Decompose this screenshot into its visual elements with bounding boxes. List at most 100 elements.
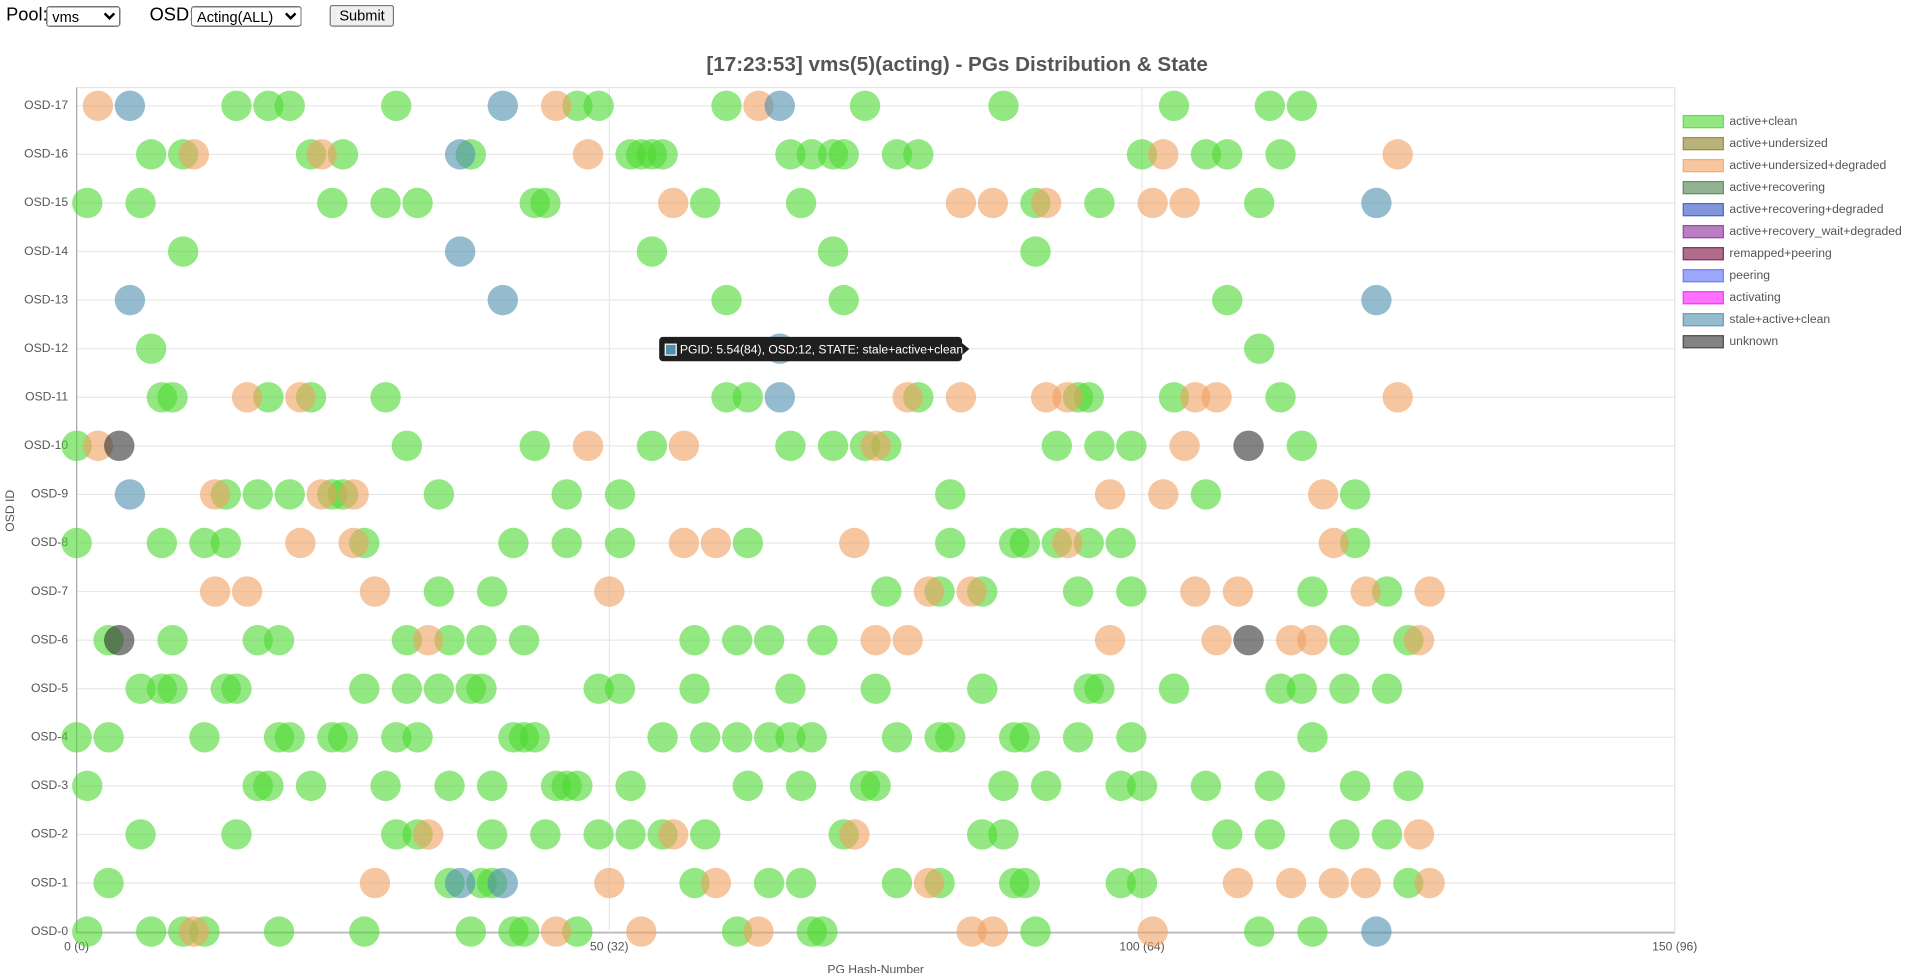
pg-point xyxy=(157,673,188,704)
pg-point xyxy=(817,430,849,462)
pg-point xyxy=(1222,867,1254,899)
pg-point xyxy=(775,139,806,170)
pg-point xyxy=(61,430,92,462)
pg-point xyxy=(977,187,1009,219)
pool-select[interactable]: vms xyxy=(46,6,121,27)
pg-point xyxy=(231,382,263,413)
pg-point xyxy=(1414,576,1445,607)
pg-point xyxy=(210,527,241,559)
pg-point xyxy=(1158,90,1190,122)
pg-point xyxy=(306,139,337,170)
legend-swatch xyxy=(1682,247,1724,261)
pg-point xyxy=(1329,624,1360,656)
x-tick-label: 150 (96) xyxy=(1652,940,1697,954)
osd-select[interactable]: Acting(ALL) xyxy=(190,6,302,27)
pg-point xyxy=(540,916,572,947)
pg-point xyxy=(1158,673,1190,704)
pg-point xyxy=(487,284,518,316)
pg-point xyxy=(1318,527,1349,559)
pg-point xyxy=(1180,576,1211,607)
pg-point xyxy=(668,527,700,559)
pg-point xyxy=(274,90,305,122)
pg-point xyxy=(743,916,774,947)
pg-point xyxy=(242,479,273,510)
pg-point xyxy=(476,819,508,850)
pg-point xyxy=(1158,382,1190,413)
pg-point xyxy=(1052,382,1083,413)
y-tick-label: OSD-17 xyxy=(24,98,68,112)
pg-point xyxy=(530,187,561,219)
pg-point xyxy=(540,90,572,122)
y-tick-label: OSD-6 xyxy=(31,632,68,646)
pg-point xyxy=(785,770,817,802)
pg-point xyxy=(93,722,124,753)
pg-point xyxy=(1212,819,1243,850)
pg-point xyxy=(679,867,710,899)
legend-label: peering xyxy=(1729,268,1770,282)
legend-swatch xyxy=(1682,335,1724,349)
pg-point xyxy=(594,576,625,607)
pg-point xyxy=(743,90,774,122)
pg-point xyxy=(381,90,412,122)
pg-point xyxy=(1286,673,1318,704)
legend-label: stale+active+clean xyxy=(1729,312,1830,326)
pg-point xyxy=(338,527,369,559)
legend-swatch xyxy=(1682,224,1724,239)
pg-point xyxy=(775,430,806,462)
pg-point xyxy=(871,576,902,607)
x-axis-label: PG Hash-Number xyxy=(827,963,924,973)
pg-point xyxy=(466,673,497,704)
submit-button[interactable]: Submit xyxy=(329,4,395,27)
pg-point xyxy=(711,90,742,122)
pg-point xyxy=(604,673,636,704)
plot-area xyxy=(76,86,1676,934)
pg-point xyxy=(1244,916,1275,947)
pg-point xyxy=(359,576,391,607)
pg-point xyxy=(913,867,945,899)
pg-point xyxy=(317,187,348,219)
pg-point xyxy=(1297,722,1328,753)
pg-point xyxy=(1201,624,1232,656)
pg-point xyxy=(1350,867,1381,899)
pg-point xyxy=(721,916,753,947)
pg-point xyxy=(359,867,391,899)
y-tick-label: OSD-12 xyxy=(24,341,68,355)
pg-point xyxy=(1307,479,1339,510)
legend-swatch xyxy=(1682,158,1724,173)
pg-point xyxy=(1361,284,1392,316)
pg-point xyxy=(1265,673,1296,704)
pg-point xyxy=(114,284,146,316)
pg-point xyxy=(1052,527,1083,559)
pg-point xyxy=(125,673,156,704)
pg-point xyxy=(444,867,476,899)
pg-point xyxy=(412,819,444,850)
pg-point xyxy=(466,624,497,656)
pg-point xyxy=(860,673,891,704)
pg-point xyxy=(668,430,700,462)
pg-point xyxy=(775,722,806,753)
pg-point xyxy=(391,624,423,656)
pg-point xyxy=(349,916,380,947)
pg-point xyxy=(423,576,455,607)
y-tick-label: OSD-5 xyxy=(31,681,68,695)
tooltip-swatch xyxy=(664,343,677,356)
pg-point xyxy=(370,382,401,413)
pg-point xyxy=(967,819,998,850)
pg-point xyxy=(849,90,881,122)
legend-label: active+clean xyxy=(1729,114,1797,128)
pg-point xyxy=(1244,187,1275,219)
pg-point xyxy=(1126,867,1158,899)
pg-point xyxy=(274,722,305,753)
pg-point xyxy=(231,576,263,607)
pg-point xyxy=(903,139,934,170)
pg-point xyxy=(615,770,646,802)
pg-point xyxy=(839,819,870,850)
pg-point xyxy=(178,139,210,170)
tooltip-text: PGID: 5.54(84), OSD:12, STATE: stale+act… xyxy=(680,342,963,356)
pg-point xyxy=(1137,187,1168,219)
pg-point xyxy=(988,770,1019,802)
pg-point xyxy=(753,867,785,899)
pg-point xyxy=(881,139,913,170)
